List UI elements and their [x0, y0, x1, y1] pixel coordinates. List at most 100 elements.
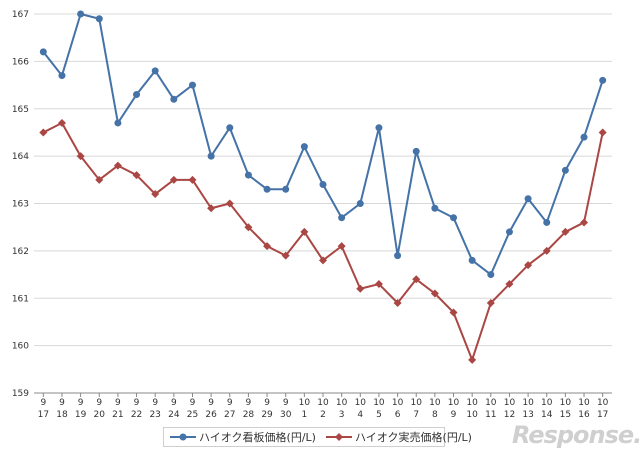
data-point[interactable]	[77, 10, 85, 18]
data-point[interactable]	[151, 67, 159, 75]
data-point[interactable]	[449, 308, 458, 317]
data-point[interactable]	[505, 228, 513, 236]
data-point[interactable]	[430, 289, 439, 298]
data-point[interactable]	[319, 181, 327, 189]
x-tick-label-month: 10	[504, 398, 516, 408]
data-point[interactable]	[95, 15, 103, 23]
x-tick-label-day: 17	[38, 410, 49, 420]
data-point[interactable]	[599, 76, 607, 84]
x-tick-label-month: 10	[448, 398, 460, 408]
x-tick-label-month: 9	[152, 398, 158, 408]
data-point[interactable]	[281, 251, 290, 260]
x-tick-label-month: 9	[190, 398, 196, 408]
data-point[interactable]	[244, 171, 252, 179]
y-tick-label: 160	[12, 342, 29, 352]
data-point[interactable]	[374, 280, 383, 289]
x-tick-label-month: 10	[466, 398, 478, 408]
data-point[interactable]	[580, 218, 589, 227]
data-point[interactable]	[580, 133, 588, 141]
data-point[interactable]	[338, 214, 346, 222]
data-point[interactable]	[505, 280, 514, 289]
data-point[interactable]	[468, 355, 477, 364]
data-point[interactable]	[468, 256, 476, 264]
x-tick-label-day: 11	[485, 410, 496, 420]
data-point[interactable]	[486, 298, 495, 307]
data-point[interactable]	[300, 143, 308, 151]
x-tick-label-day: 1	[301, 410, 307, 420]
data-point[interactable]	[151, 190, 160, 199]
x-tick-label-month: 9	[115, 398, 121, 408]
data-point[interactable]	[524, 195, 532, 203]
data-point[interactable]	[263, 242, 272, 251]
data-point[interactable]	[300, 227, 309, 236]
x-tick-label-day: 14	[541, 410, 553, 420]
data-point[interactable]	[412, 147, 420, 155]
x-tick-label-month: 9	[227, 398, 233, 408]
y-tick-label: 163	[12, 200, 29, 210]
data-point[interactable]	[542, 246, 551, 255]
series-line	[42, 13, 604, 276]
y-tick-label: 166	[12, 57, 29, 67]
data-point[interactable]	[598, 128, 607, 137]
legend-item-actual-price[interactable]: ハイオク実売価格(円/L)	[325, 429, 472, 445]
data-point[interactable]	[487, 271, 495, 279]
x-tick-label-month: 10	[429, 398, 441, 408]
x-tick-label-month: 10	[392, 398, 404, 408]
x-tick-label-day: 25	[187, 410, 198, 420]
x-tick-label-day: 15	[560, 410, 571, 420]
data-point[interactable]	[39, 128, 48, 137]
data-point[interactable]	[450, 214, 458, 222]
data-point[interactable]	[39, 48, 47, 56]
data-point[interactable]	[226, 124, 234, 132]
x-tick-label-day: 4	[357, 410, 363, 420]
data-point[interactable]	[393, 298, 402, 307]
series-1	[39, 118, 607, 364]
x-tick-label-day: 16	[578, 410, 590, 420]
data-point[interactable]	[225, 199, 234, 208]
data-point[interactable]	[188, 175, 197, 184]
data-point[interactable]	[356, 200, 364, 207]
y-tick-label: 165	[12, 105, 29, 115]
x-tick-label-month: 9	[283, 398, 289, 408]
x-tick-label-month: 9	[134, 398, 140, 408]
data-point[interactable]	[263, 185, 271, 193]
data-point[interactable]	[337, 242, 346, 251]
data-point[interactable]	[132, 171, 141, 180]
data-point[interactable]	[524, 261, 533, 270]
x-tick-label-day: 18	[56, 410, 68, 420]
data-point[interactable]	[375, 124, 383, 132]
data-point[interactable]	[188, 81, 196, 89]
data-point[interactable]	[561, 166, 569, 174]
data-point[interactable]	[412, 275, 421, 284]
data-point[interactable]	[57, 118, 66, 127]
x-tick-label-month: 9	[78, 398, 84, 408]
data-point[interactable]	[543, 218, 551, 226]
data-point[interactable]	[207, 152, 215, 160]
x-tick-label-day: 13	[522, 410, 533, 420]
x-tick-label-day: 19	[75, 410, 87, 420]
data-point[interactable]	[76, 152, 85, 161]
legend-swatch-diamond-icon	[325, 433, 352, 441]
data-point[interactable]	[356, 284, 365, 293]
data-point[interactable]	[169, 175, 178, 184]
data-point[interactable]	[319, 256, 327, 265]
data-point[interactable]	[114, 119, 122, 127]
data-point[interactable]	[207, 204, 216, 213]
data-point[interactable]	[170, 95, 178, 103]
data-point[interactable]	[561, 227, 570, 236]
data-point[interactable]	[133, 91, 141, 99]
x-tick-label-month: 9	[208, 398, 214, 408]
data-point[interactable]	[282, 185, 290, 193]
data-point[interactable]	[244, 223, 253, 232]
x-tick-label-day: 2	[320, 410, 326, 420]
data-point[interactable]	[95, 175, 104, 184]
x-tick-label-day: 10	[466, 410, 478, 420]
data-point[interactable]	[58, 72, 66, 80]
data-point[interactable]	[431, 204, 439, 212]
legend-item-signboard-price[interactable]: ハイオク看板価格(円/L)	[170, 429, 316, 445]
data-point[interactable]	[394, 252, 402, 260]
x-tick-label-month: 10	[336, 398, 348, 408]
legend-swatch-circle-icon	[170, 433, 196, 441]
data-point[interactable]	[113, 161, 122, 170]
